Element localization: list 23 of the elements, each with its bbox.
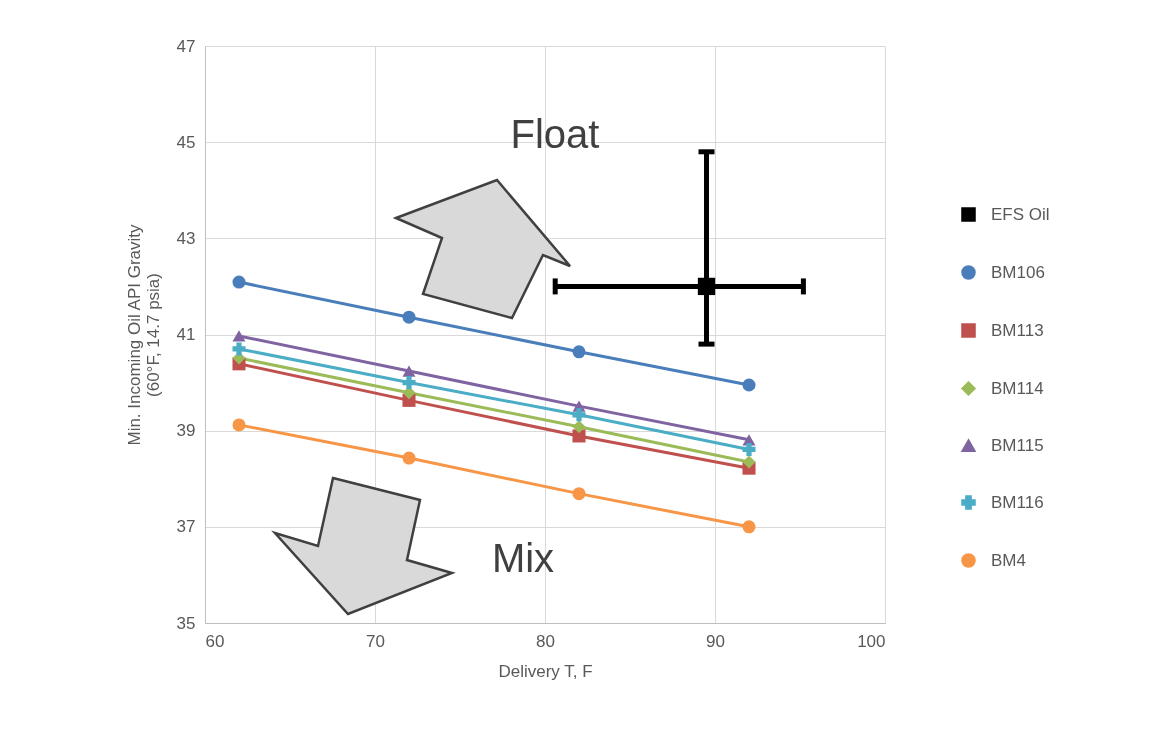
x-tick-label: 70: [366, 631, 385, 651]
y-tick-label: 39: [176, 421, 196, 441]
legend-label: BM115: [991, 435, 1044, 455]
y-tick-label: 35: [176, 613, 196, 633]
y-tick-label: 43: [176, 228, 196, 248]
y-tick-label: 37: [176, 517, 196, 537]
annotation: Float: [510, 112, 600, 156]
x-tick-label: 80: [536, 631, 555, 651]
x-tick-label: 90: [706, 631, 725, 651]
y-tick-label: 45: [176, 132, 196, 152]
legend-label: EFS Oil: [991, 204, 1050, 224]
legend-label: BM114: [991, 378, 1044, 398]
x-axis-title: Delivery T, F: [498, 661, 593, 681]
legend-label: BM4: [991, 550, 1026, 570]
annotation: Mix: [491, 536, 555, 580]
x-tick-label: 100: [857, 631, 886, 651]
legend-label: BM106: [991, 262, 1045, 282]
y-tick-label: 47: [176, 36, 196, 56]
y-tick-label: 41: [176, 325, 196, 344]
x-tick-label: 60: [205, 631, 225, 651]
y-axis-title: Min. Incoming Oil API Gravity (60°F, 14.7 psia): [124, 223, 163, 446]
legend-label: BM113: [991, 320, 1044, 340]
legend-label: BM116: [991, 492, 1044, 512]
